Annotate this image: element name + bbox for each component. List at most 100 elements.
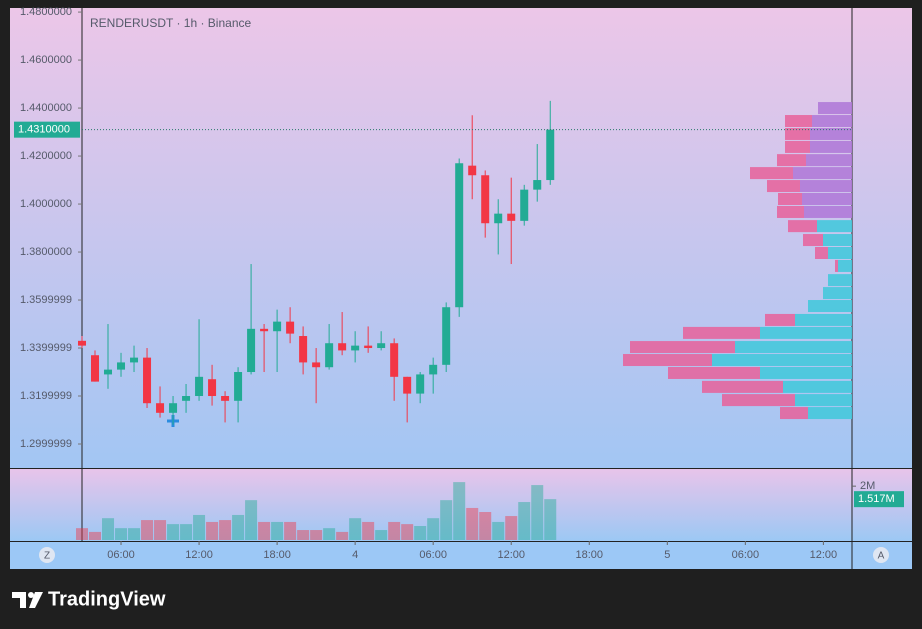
profile-buy — [800, 180, 852, 193]
volume-last-tag — [854, 491, 904, 508]
volume-bar — [310, 530, 323, 540]
candle-body — [104, 369, 113, 375]
volume-bar — [466, 507, 479, 540]
y-tick-label: 1.4000000 — [20, 198, 72, 210]
candle-body — [403, 376, 412, 394]
candle-body — [338, 343, 347, 351]
volume-bar — [362, 521, 375, 540]
candle-body — [429, 364, 438, 375]
volume-bar — [76, 528, 88, 540]
z-button-label[interactable]: Z — [44, 551, 50, 562]
profile-buy — [810, 127, 852, 140]
profile-sell — [683, 326, 760, 339]
volume-bar — [388, 521, 401, 540]
volume-bar — [401, 524, 414, 540]
volume-bar — [115, 528, 128, 540]
profile-buy — [828, 246, 852, 259]
profile-buy — [806, 154, 852, 167]
profile-buy — [823, 234, 852, 247]
candle-body — [286, 321, 295, 334]
candle-body — [364, 345, 373, 349]
pane-borders — [10, 8, 912, 569]
x-tick-label: 06:00 — [419, 549, 447, 561]
volume-bar — [453, 482, 466, 540]
volume-bar — [258, 521, 271, 540]
profile-sell — [630, 341, 735, 354]
volume-bar — [167, 524, 180, 540]
profile-buy — [760, 326, 852, 339]
profile-sell — [623, 354, 712, 367]
x-tick-label: 12:00 — [810, 549, 838, 561]
y-tick-label: 1.3199999 — [20, 390, 72, 402]
candle-body — [533, 180, 542, 190]
y-tick-label: 1.3800000 — [20, 246, 72, 258]
y-tick-label: 1.4800000 — [20, 6, 72, 18]
profile-sell — [668, 366, 760, 379]
time-axis — [10, 541, 912, 569]
candle-body — [156, 403, 165, 413]
x-tick-label: 5 — [664, 549, 670, 561]
profile-sell — [788, 220, 817, 233]
volume-bar — [427, 518, 440, 540]
candle-body — [208, 379, 217, 397]
last-price-tag — [14, 121, 80, 138]
profile-buy — [712, 354, 852, 367]
x-tick-label: 18:00 — [263, 549, 291, 561]
profile-buy — [823, 287, 852, 300]
profile-sell — [767, 180, 800, 193]
profile-buy — [802, 193, 852, 206]
volume-bar — [206, 521, 219, 540]
z-button[interactable] — [39, 547, 55, 563]
profile-buy — [783, 380, 852, 393]
x-tick-label: 12:00 — [185, 549, 213, 561]
volume-bar — [232, 514, 245, 540]
profile-buy — [818, 102, 852, 115]
profile-sell — [785, 140, 810, 153]
volume-bar — [271, 521, 284, 540]
candle-body — [195, 376, 204, 397]
candle-body — [182, 396, 191, 401]
candle-body — [78, 340, 86, 346]
profile-buy — [795, 313, 852, 326]
volume-bar — [518, 502, 531, 540]
candle-body — [312, 362, 321, 368]
profile-buy — [838, 259, 852, 272]
profile-sell — [803, 234, 823, 247]
candle-body — [351, 345, 360, 351]
profile-buy — [735, 341, 852, 354]
y-tick-label: 1.4600000 — [20, 54, 72, 66]
profile-sell — [780, 407, 808, 420]
profile-sell — [785, 115, 812, 128]
candle-body — [299, 336, 308, 363]
volume-bar — [102, 518, 115, 540]
candle-body — [455, 163, 464, 308]
candle-body — [91, 355, 100, 382]
candle-body — [273, 321, 282, 332]
candle-body — [546, 129, 555, 181]
candle-body — [481, 175, 490, 224]
candle-body — [468, 165, 477, 176]
profile-sell — [750, 167, 793, 180]
y-tick-label: 1.2999999 — [20, 438, 72, 450]
profile-sell — [702, 380, 783, 393]
x-tick-label: 06:00 — [107, 549, 135, 561]
a-button[interactable] — [873, 547, 889, 563]
volume-bar — [414, 526, 427, 540]
profile-sell — [777, 154, 806, 167]
profile-sell — [815, 246, 828, 259]
x-tick-label: 18:00 — [575, 549, 603, 561]
volume-bar — [284, 521, 297, 540]
y-tick-label: 1.3399999 — [20, 342, 72, 354]
x-tick-label: 06:00 — [732, 549, 760, 561]
volume-bar — [89, 531, 102, 540]
candle-body — [520, 189, 529, 221]
volume-bar — [141, 520, 154, 540]
volume-bar — [193, 514, 206, 540]
candle-body — [416, 374, 425, 394]
volume-pane — [10, 469, 912, 541]
a-button-label[interactable]: A — [878, 551, 885, 562]
candle-body — [325, 343, 334, 368]
brand-logo — [12, 592, 43, 608]
profile-sell — [835, 259, 838, 272]
